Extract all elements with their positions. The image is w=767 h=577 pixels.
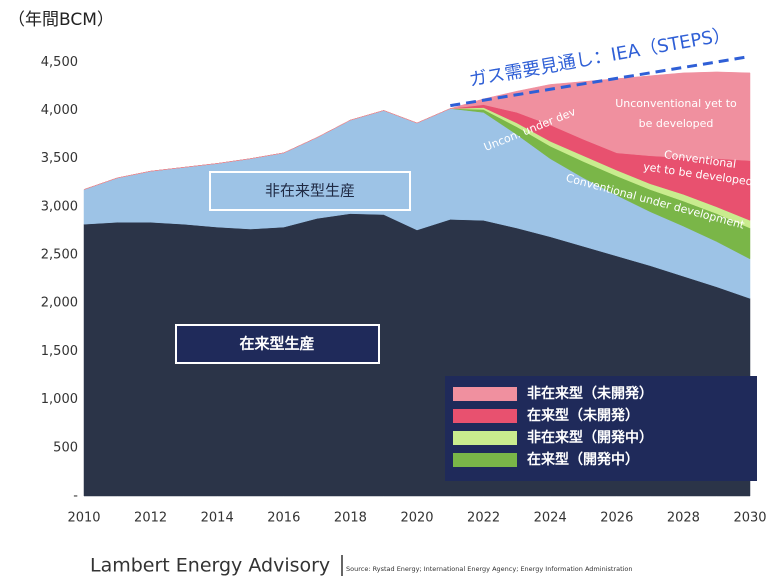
area bbox=[83, 71, 751, 190]
legend-swatch bbox=[453, 409, 517, 423]
legend-swatch bbox=[453, 431, 517, 445]
x-tick-label: 2010 bbox=[67, 511, 100, 526]
y-tick-label: - bbox=[73, 489, 78, 504]
x-tick-label: 2016 bbox=[267, 511, 300, 526]
y-tick-label: 500 bbox=[53, 440, 78, 455]
y-tick-label: 3,000 bbox=[41, 199, 78, 214]
y-unit-label: （年間BCM） bbox=[8, 10, 114, 30]
footer-brand: Lambert Energy Advisory bbox=[90, 555, 330, 577]
x-tick-label: 2022 bbox=[467, 511, 500, 526]
forecast-line bbox=[450, 55, 751, 108]
legend-swatch bbox=[453, 387, 517, 401]
legend-swatch bbox=[453, 453, 517, 467]
series-box bbox=[175, 324, 380, 364]
x-tick-label: 2026 bbox=[600, 511, 633, 526]
y-tick-label: 1,500 bbox=[41, 344, 78, 359]
x-tick-label: 2012 bbox=[134, 511, 167, 526]
legend-label: 非在来型（開発中） bbox=[527, 429, 653, 446]
legend-label: 在来型（未開発） bbox=[527, 407, 639, 424]
footer-source: Source: Rystad Energy; International Ene… bbox=[346, 565, 633, 573]
x-tick-label: 2030 bbox=[733, 511, 766, 526]
y-tick-label: 1,000 bbox=[41, 392, 78, 407]
x-tick-label: 2024 bbox=[534, 511, 567, 526]
legend-label: 非在来型（未開発） bbox=[527, 385, 653, 402]
x-tick-label: 2020 bbox=[400, 511, 433, 526]
annotation: Unconventional yet to bbox=[615, 97, 737, 110]
y-tick-label: 3,500 bbox=[41, 151, 78, 166]
y-tick-label: 2,000 bbox=[41, 296, 78, 311]
x-tick-label: 2014 bbox=[201, 511, 234, 526]
x-tick-label: 2018 bbox=[334, 511, 367, 526]
annotation: be developed bbox=[639, 117, 714, 130]
legend-label: 在来型（開発中） bbox=[527, 451, 639, 468]
x-tick-label: 2028 bbox=[667, 511, 700, 526]
y-tick-label: 2,500 bbox=[41, 248, 78, 263]
series-box bbox=[209, 171, 411, 211]
series-box-label: 在来型生産 bbox=[239, 335, 314, 353]
y-tick-label: 4,000 bbox=[41, 103, 78, 118]
y-tick-label: 4,500 bbox=[41, 55, 78, 70]
series-box-label: 非在来型生産 bbox=[265, 182, 355, 200]
